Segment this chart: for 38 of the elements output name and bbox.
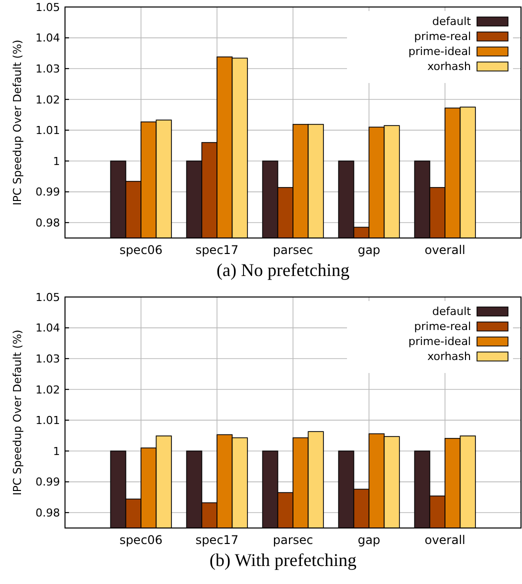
x-tick-label: spec17 — [195, 243, 239, 257]
x-tick-label: gap — [358, 533, 380, 547]
legend-label: default — [432, 305, 472, 318]
y-tick-label: 1.01 — [36, 414, 60, 428]
x-tick-label: parsec — [272, 243, 314, 257]
legend-label: default — [432, 15, 472, 28]
y-tick-label: 1.03 — [36, 62, 60, 76]
x-tick-label: spec17 — [195, 533, 239, 547]
legend-label: prime-real — [414, 30, 471, 43]
x-tick-label: overall — [424, 533, 466, 547]
x-tick-label: overall — [424, 243, 466, 257]
x-tick-label: spec06 — [119, 533, 163, 547]
legend-label: xorhash — [427, 60, 472, 73]
y-tick-label: 0.98 — [36, 216, 60, 230]
y-tick-label: 1.03 — [36, 352, 60, 366]
legend-label: prime-ideal — [408, 335, 471, 348]
y-axis-title: IPC Speedup Over Default (%) — [11, 40, 24, 206]
x-tick-label: gap — [358, 243, 380, 257]
legend-label: xorhash — [427, 350, 472, 363]
text: (a) No prefetching — [216, 260, 350, 280]
y-tick-label: 0.98 — [36, 506, 60, 520]
text: (b) With prefetching — [210, 550, 356, 570]
y-tick-label: 1.05 — [36, 290, 60, 304]
y-tick-label: 0.99 — [36, 186, 60, 199]
y-axis-title: IPC Speedup Over Default (%) — [11, 330, 24, 496]
legend-label: prime-real — [414, 320, 471, 333]
y-tick-label: 1.04 — [36, 322, 60, 335]
legend-label: prime-ideal — [408, 45, 471, 58]
y-tick-label: 1.02 — [36, 93, 60, 106]
y-tick-label: 1.04 — [36, 32, 60, 45]
y-tick-label: 0.99 — [36, 476, 60, 489]
y-tick-label: 1 — [53, 444, 60, 458]
y-tick-label: 1.05 — [36, 0, 60, 14]
y-tick-label: 1.01 — [36, 124, 60, 138]
y-tick-label: 1.02 — [36, 383, 60, 396]
y-tick-label: 1 — [53, 154, 60, 168]
x-tick-label: spec06 — [119, 243, 163, 257]
x-tick-label: parsec — [272, 533, 314, 547]
